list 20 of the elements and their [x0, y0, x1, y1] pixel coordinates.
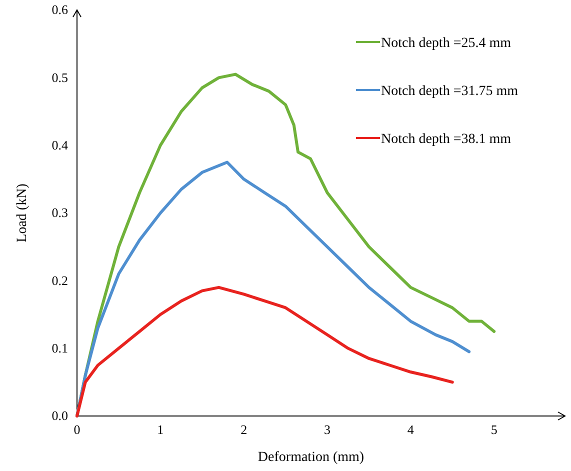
line-series	[76, 160, 471, 418]
legend-label: Notch depth =31.75 mm	[381, 84, 518, 99]
x-tick-label: 4	[407, 422, 414, 438]
x-tick-label: 0	[74, 422, 80, 438]
x-axis-title: Deformation (mm)	[258, 450, 364, 465]
line-series	[76, 286, 454, 418]
x-tick-label: 1	[157, 422, 164, 438]
legend-label: Notch depth =25.4 mm	[381, 36, 512, 51]
y-axis-title: Load (kN)	[15, 183, 30, 242]
y-tick-label: 0.0	[52, 408, 68, 424]
y-tick-label: 0.1	[52, 340, 68, 356]
y-tick-label: 0.3	[52, 205, 68, 220]
legend-label: Notch depth =38.1 mm	[381, 132, 512, 147]
y-tick-label: 0.2	[52, 272, 68, 288]
y-tick-label: 0.4	[52, 137, 68, 152]
x-tick-label: 3	[324, 422, 331, 438]
x-tick-label: 2	[240, 422, 248, 438]
y-tick-label: 0.6	[52, 2, 68, 18]
x-tick-label: 5	[490, 422, 498, 438]
y-tick-label: 0.5	[52, 70, 68, 85]
